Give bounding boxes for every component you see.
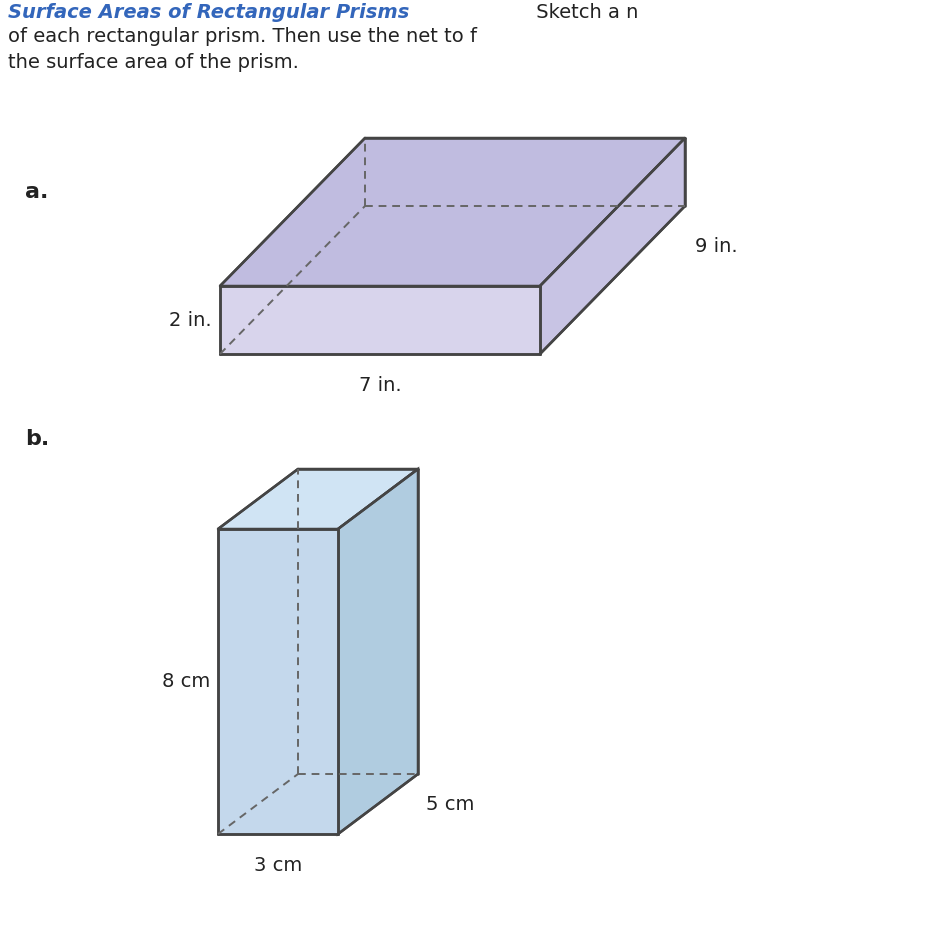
Polygon shape <box>220 286 540 354</box>
Text: of each rectangular prism. Then use the net to f: of each rectangular prism. Then use the … <box>8 27 477 47</box>
Polygon shape <box>218 469 418 529</box>
Text: Sketch a n: Sketch a n <box>530 3 638 21</box>
Text: a.: a. <box>25 182 49 202</box>
Text: the surface area of the prism.: the surface area of the prism. <box>8 52 299 72</box>
Text: 8 cm: 8 cm <box>162 672 210 691</box>
Text: 9 in.: 9 in. <box>695 236 738 256</box>
Polygon shape <box>218 529 338 834</box>
Polygon shape <box>540 138 685 354</box>
Text: 5 cm: 5 cm <box>426 795 475 814</box>
Text: 2 in.: 2 in. <box>169 310 212 330</box>
Text: 7 in.: 7 in. <box>358 376 402 395</box>
Polygon shape <box>338 469 418 834</box>
Text: 3 cm: 3 cm <box>254 856 302 875</box>
Text: Surface Areas of Rectangular Prisms: Surface Areas of Rectangular Prisms <box>8 3 409 21</box>
Polygon shape <box>220 138 685 286</box>
Text: b.: b. <box>25 429 50 449</box>
